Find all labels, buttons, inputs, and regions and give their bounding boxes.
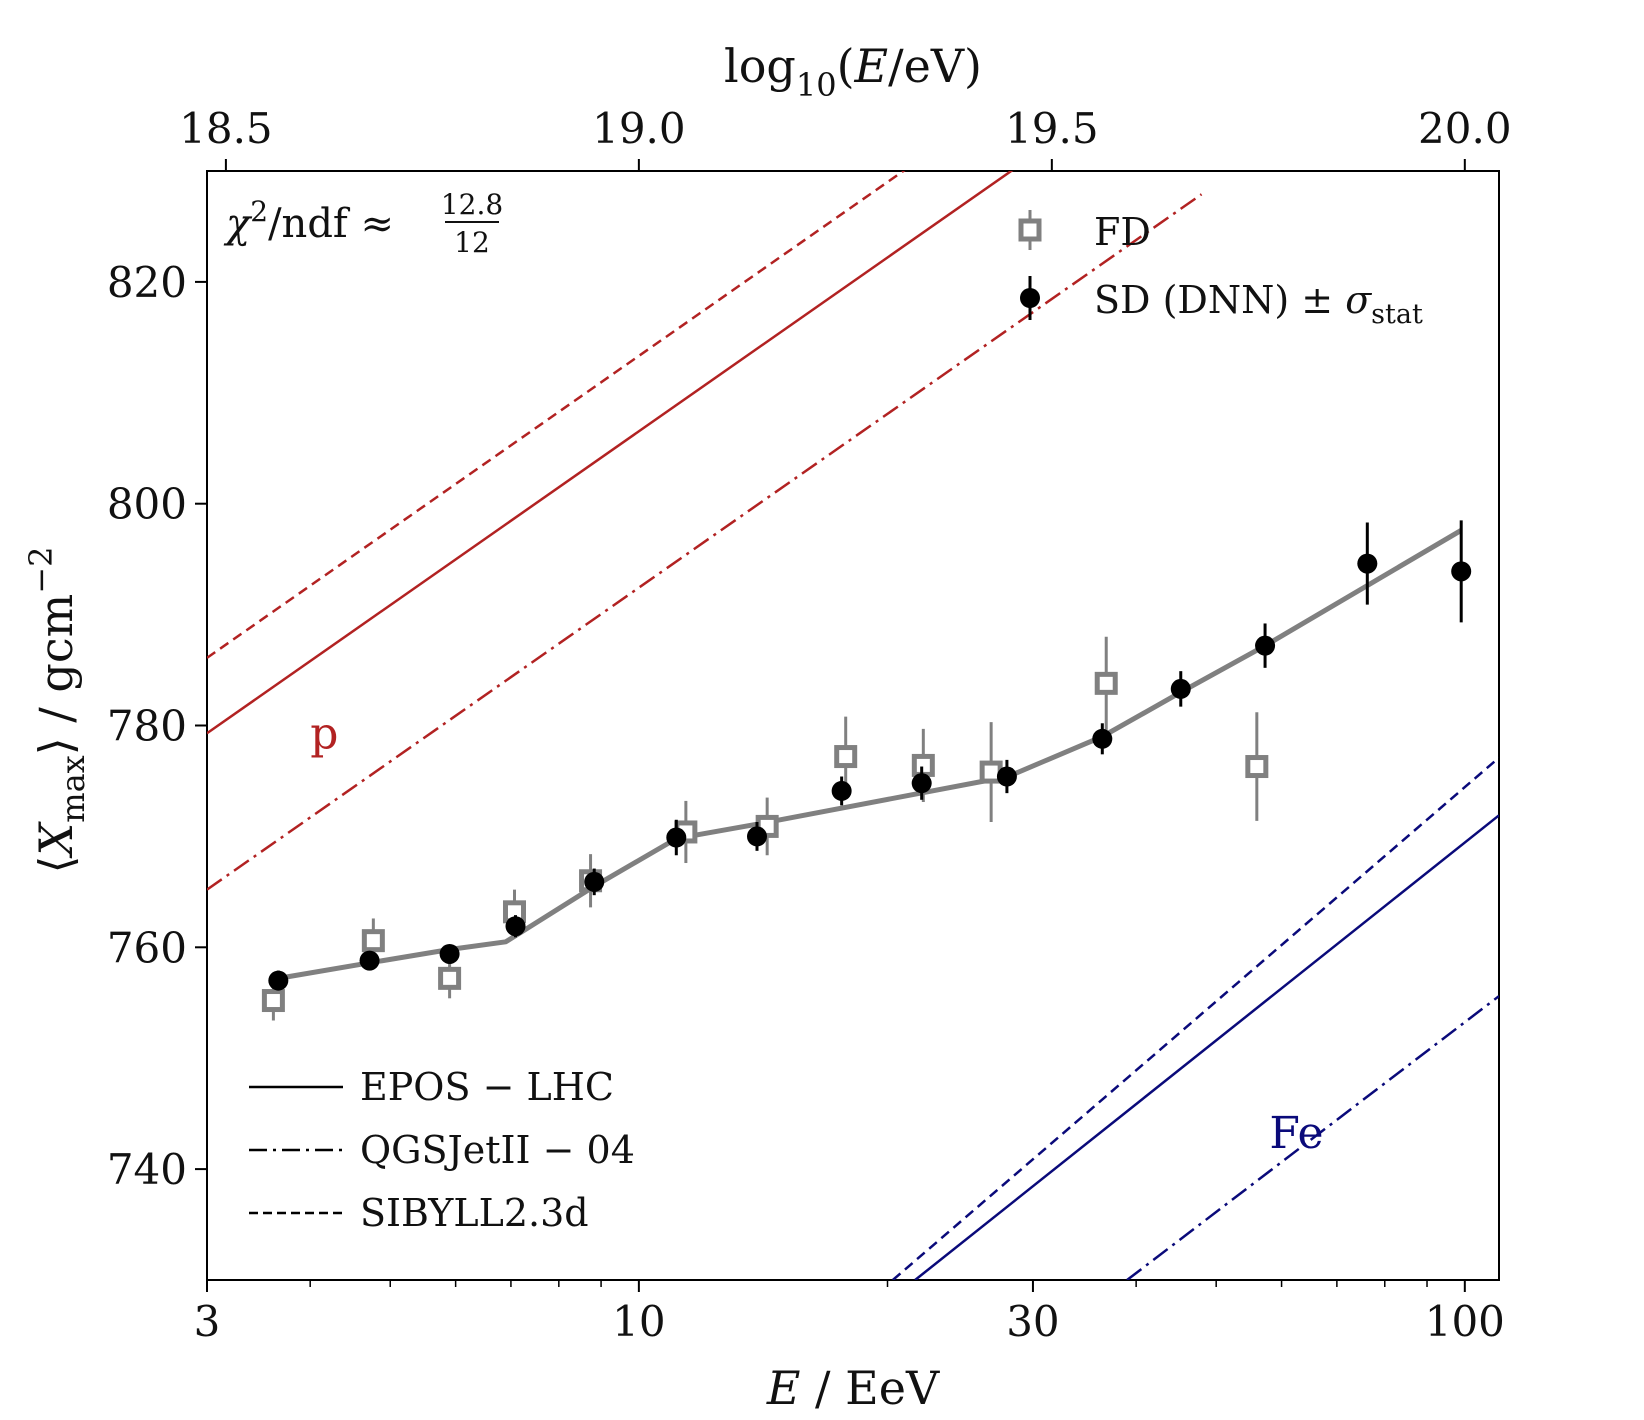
y-tick-label: 820 (107, 258, 187, 307)
top-tick-label: 19.0 (592, 104, 686, 153)
legend-sd-label: SD (DNN) ± σstat (1094, 278, 1423, 330)
y-tick-label: 760 (107, 923, 187, 972)
x-tick-label: 30 (1006, 1297, 1059, 1346)
model-line-p-epos-lhc (207, 171, 1014, 735)
sd-point (666, 827, 687, 848)
sd-point (996, 766, 1017, 787)
sd-points (268, 520, 1472, 991)
legend-qgsjet-label: QGSJetII − 04 (360, 1128, 635, 1172)
top-tick-label: 20.0 (1418, 104, 1512, 153)
iron-annotation: Fe (1269, 1108, 1323, 1159)
sd-point (1451, 561, 1472, 582)
fd-points (261, 636, 1269, 1021)
sd-point (505, 916, 526, 937)
top-tick-label: 19.5 (1005, 104, 1099, 153)
sd-point (831, 780, 852, 801)
svg-text:χ2/ndf ≈: χ2/ndf ≈ (223, 195, 394, 247)
legend-fd-label: FD (1094, 210, 1151, 254)
chi2-denominator: 12 (454, 226, 490, 259)
fd-point (911, 753, 935, 777)
legend-sibyll-label: SIBYLL2.3d (360, 1191, 589, 1235)
sd-point (746, 826, 767, 847)
data-legend: FD SD (DNN) ± σstat (1018, 210, 1423, 330)
y-tick-label: 800 (107, 480, 187, 529)
x-tick-label: 100 (1425, 1297, 1505, 1346)
top-tick-label: 18.5 (179, 104, 273, 153)
model-line-fe-epos-lhc (914, 814, 1499, 1280)
model-line-p-qgsjetii-04 (207, 193, 1203, 891)
chi2-numerator: 12.8 (441, 188, 503, 221)
fd-point (1245, 755, 1269, 779)
sd-point (1357, 553, 1378, 574)
legend-sd-marker (1020, 288, 1040, 308)
x-axis: 3 10 30 100 (194, 1280, 1505, 1346)
sd-point (1092, 728, 1113, 749)
y-axis-label: ⟨Xmax⟩ / gcm−2 (22, 547, 92, 874)
model-legend: EPOS − LHC QGSJetII − 04 SIBYLL2.3d (249, 1065, 635, 1235)
y-axis: 740 760 780 800 820 (107, 258, 207, 1194)
chi2-annotation: χ2/ndf ≈ 12.8 12 (223, 188, 503, 259)
sd-point (1170, 678, 1191, 699)
proton-annotation: p (310, 709, 338, 760)
y-tick-label: 740 (107, 1145, 187, 1194)
model-lines (207, 171, 1499, 1280)
sd-point (268, 970, 289, 991)
fd-point (834, 745, 858, 769)
sd-point (584, 871, 605, 892)
legend-epos-label: EPOS − LHC (360, 1065, 614, 1109)
minor-ticks (309, 1280, 1428, 1287)
model-line-fe-sibyll2-3d (892, 756, 1499, 1280)
top-axis: 18.5 19.0 19.5 20.0 (179, 104, 1512, 171)
model-line-p-sibyll2-3d (207, 171, 906, 659)
fd-point (261, 989, 285, 1013)
x-tick-label: 10 (612, 1297, 665, 1346)
fd-point (1094, 671, 1118, 695)
x-axis-label: E / EeV (766, 1361, 940, 1415)
x-tick-label: 3 (194, 1297, 221, 1346)
legend-fd-marker (1018, 218, 1042, 242)
fd-point (438, 966, 462, 990)
fd-point (361, 929, 385, 953)
sd-point (439, 943, 460, 964)
sd-point (1255, 635, 1276, 656)
sd-point (359, 950, 380, 971)
sd-point (911, 773, 932, 794)
fit-line (277, 528, 1463, 981)
y-tick-label: 780 (107, 702, 187, 751)
top-axis-label: log10(E/eV) (724, 39, 982, 104)
model-line-fe-qgsjetii-04 (1126, 995, 1499, 1280)
